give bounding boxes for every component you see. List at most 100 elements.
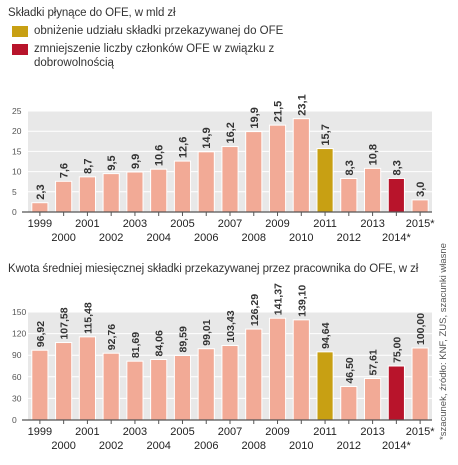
chart2-ytick-label: 30 <box>12 393 22 403</box>
chart1-xtick-label: 2013 <box>360 218 384 230</box>
chart2-xtick-label: 2000 <box>51 440 75 452</box>
chart2-bar <box>340 386 358 421</box>
chart2-bar <box>102 352 120 421</box>
chart2-xtick-label: 2015* <box>406 426 435 438</box>
legend-item-gold: obniżenie udziału składki przekazywanej … <box>12 24 283 38</box>
chart1-ytick-label: 0 <box>12 207 17 217</box>
chart2-bar <box>221 345 239 421</box>
chart2-value-label: 94,64 <box>320 322 332 348</box>
chart1-xtick-label: 1999 <box>28 218 52 230</box>
chart2-bar <box>31 349 49 421</box>
chart1-ytick-label: 25 <box>12 106 22 116</box>
chart2-ytick-label: 90 <box>12 350 22 360</box>
chart2-xtick-label: 2008 <box>242 440 266 452</box>
chart1-xtick-label: 2010 <box>289 232 313 244</box>
chart1-value-label: 10,6 <box>154 145 166 166</box>
chart2-bar <box>316 351 334 421</box>
chart2-value-label: 46,50 <box>344 357 356 383</box>
chart2-xtick-label: 2007 <box>218 426 242 438</box>
chart1-ytick-label: 15 <box>12 146 22 156</box>
legend-label-gold: obniżenie udziału składki przekazywanej … <box>34 25 284 37</box>
chart2-bar <box>364 378 382 421</box>
footnote: *szacunek, źródło: KNF, ZUS, szacunki wł… <box>438 243 449 440</box>
chart1-xtick-label: 2012 <box>337 232 361 244</box>
chart2-value-label: 96,92 <box>35 321 47 347</box>
chart2-bar <box>292 319 310 421</box>
chart1-value-label: 3,0 <box>415 182 427 197</box>
chart2-bar <box>245 328 263 421</box>
chart2-bar <box>387 365 405 421</box>
chart1-value-label: 10,8 <box>368 144 380 165</box>
chart1-xtick-label: 2002 <box>99 232 123 244</box>
chart2-xtick-label: 2003 <box>123 426 147 438</box>
chart2-value-label: 84,06 <box>154 330 166 356</box>
chart2-ytick-label: 150 <box>12 307 26 317</box>
chart1-ytick-label: 10 <box>12 167 22 177</box>
chart1-xtick-label: 2007 <box>218 218 242 230</box>
chart1-value-label: 15,7 <box>320 124 332 145</box>
chart2-ytick-label: 120 <box>12 329 26 339</box>
chart2-xtick-label: 2006 <box>194 440 218 452</box>
chart2-xtick-label: 2004 <box>146 440 170 452</box>
chart2-title: Kwota średniej miesięcznej składki przek… <box>8 263 419 275</box>
legend-swatch-red <box>12 44 28 55</box>
chart1-xtick-label: 2008 <box>242 232 266 244</box>
chart1-value-label: 2,3 <box>35 184 47 199</box>
chart2-value-label: 141,37 <box>273 283 285 315</box>
chart2-bar <box>78 336 96 421</box>
chart2-value-label: 89,59 <box>177 326 189 352</box>
chart2-xtick-label: 2013 <box>360 426 384 438</box>
chart1-title: Składki płynące do OFE, w mld zł <box>8 7 176 19</box>
chart1-ytick-label: 5 <box>12 187 17 197</box>
chart2-xtick-label: 2002 <box>99 440 123 452</box>
chart1-xtick-label: 2014* <box>382 232 411 244</box>
chart1-value-label: 21,5 <box>273 101 285 122</box>
chart2-value-label: 126,29 <box>249 294 261 326</box>
legend-item-red: zmniejszenie liczby członków OFE w związ… <box>12 42 312 70</box>
chart1-value-label: 8,3 <box>344 160 356 175</box>
chart2-value-label: 107,58 <box>59 307 71 339</box>
chart1-value-label: 12,6 <box>177 137 189 158</box>
chart2-xtick-label: 2009 <box>265 426 289 438</box>
chart1-xtick-label: 2000 <box>51 232 75 244</box>
chart2-ytick-label: 0 <box>12 415 17 425</box>
chart2-xtick-label: 2001 <box>75 426 99 438</box>
chart1-value-label: 8,3 <box>391 160 403 175</box>
chart1-value-label: 23,1 <box>296 94 308 115</box>
chart2-value-label: 103,43 <box>225 310 237 342</box>
legend-label-red: zmniejszenie liczby członków OFE w związ… <box>34 43 275 69</box>
chart2-value-label: 75,00 <box>391 337 403 363</box>
chart1-value-label: 8,7 <box>82 159 94 174</box>
chart1-xtick-label: 2011 <box>313 218 337 230</box>
chart2-bar <box>411 347 429 421</box>
chart1-svg: 0 5 10 15 20 25 2,3 1999 7,6 2000 8,7 2001 9,5 2002 9,… <box>12 94 435 244</box>
chart2-value-label: 115,48 <box>82 302 94 334</box>
chart1-value-label: 9,5 <box>106 155 118 170</box>
legend-swatch-gold <box>12 26 28 37</box>
chart2-bar <box>126 360 144 421</box>
chart2-bar <box>173 354 192 421</box>
chart1-xtick-label: 2009 <box>265 218 289 230</box>
chart2-bar <box>197 348 215 421</box>
chart1-value-label: 9,9 <box>130 154 142 169</box>
chart1-xtick-label: 2001 <box>75 218 99 230</box>
chart2-value-label: 57,61 <box>368 349 380 375</box>
chart1-xtick-label: 2006 <box>194 232 218 244</box>
chart2-xtick-label: 2005 <box>170 426 194 438</box>
chart1-xtick-label: 2005 <box>170 218 194 230</box>
chart1-value-label: 19,9 <box>249 107 261 128</box>
chart2-xtick-label: 1999 <box>28 426 52 438</box>
chart2-ytick-label: 60 <box>12 372 22 382</box>
chart1-ytick-label: 20 <box>12 126 22 136</box>
chart1-value-label: 7,6 <box>59 163 71 178</box>
chart2-xtick-label: 2011 <box>313 426 337 438</box>
chart1-value-label: 14,9 <box>201 127 213 148</box>
chart1-xtick-label: 2003 <box>123 218 147 230</box>
chart2-value-label: 99,01 <box>201 319 213 345</box>
chart2-xtick-label: 2014* <box>382 440 411 452</box>
chart2-xtick-label: 2010 <box>289 440 313 452</box>
chart2-xtick-label: 2012 <box>337 440 361 452</box>
chart2-value-label: 100,00 <box>415 313 427 345</box>
chart1-xtick-label: 2004 <box>146 232 170 244</box>
